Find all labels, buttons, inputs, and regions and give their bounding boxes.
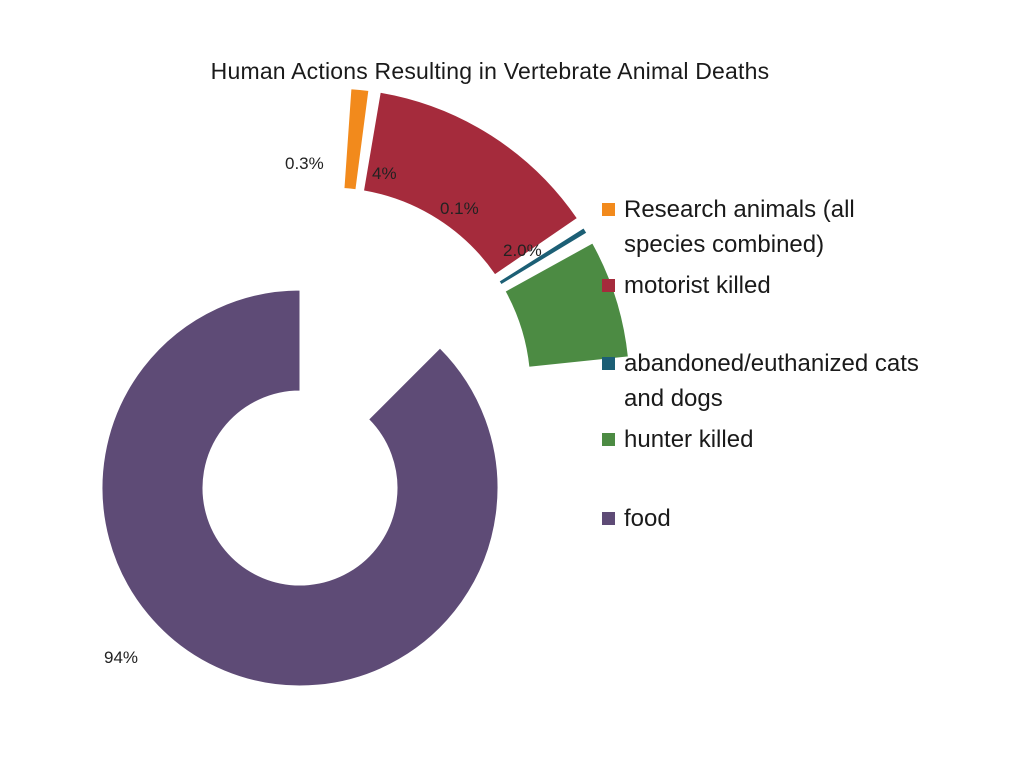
chart-title: Human Actions Resulting in Vertebrate An… <box>210 58 770 84</box>
legend-item-research-animals: Research animals (all species combined) <box>602 192 924 262</box>
pie-slice-food <box>101 289 499 687</box>
legend-item-hunter-killed: hunter killed <box>602 422 924 457</box>
pie-slice-research-animals-all-species-combined <box>343 88 370 191</box>
legend-label: abandoned/euthanized cats and dogs <box>624 350 919 412</box>
data-label-4: 94% <box>104 648 138 667</box>
pie-slice-motorist-killed <box>362 91 579 276</box>
pie-slice-abandoned-euthanized-cats-and-dogs <box>498 227 588 286</box>
legend-swatch <box>602 433 615 446</box>
data-label-2: 0.1% <box>440 199 479 218</box>
legend-label: food <box>624 505 671 532</box>
legend-item-abandoned-cats-dogs: abandoned/euthanized cats and dogs <box>602 346 924 416</box>
legend-item-motorist-killed: motorist killed <box>602 268 924 303</box>
legend-swatch <box>602 357 615 370</box>
legend-label: Research animals (all species combined) <box>624 196 855 258</box>
pie-slice-hunter-killed <box>504 242 629 368</box>
data-label-0: 0.3% <box>285 154 324 173</box>
legend-swatch <box>602 279 615 292</box>
data-label-1: 4% <box>372 164 397 183</box>
legend-item-food: food <box>602 501 924 536</box>
legend-label: motorist killed <box>624 272 771 299</box>
data-label-3: 2.0% <box>503 241 542 260</box>
legend-label: hunter killed <box>624 426 754 453</box>
legend-swatch <box>602 203 615 216</box>
legend-swatch <box>602 512 615 525</box>
